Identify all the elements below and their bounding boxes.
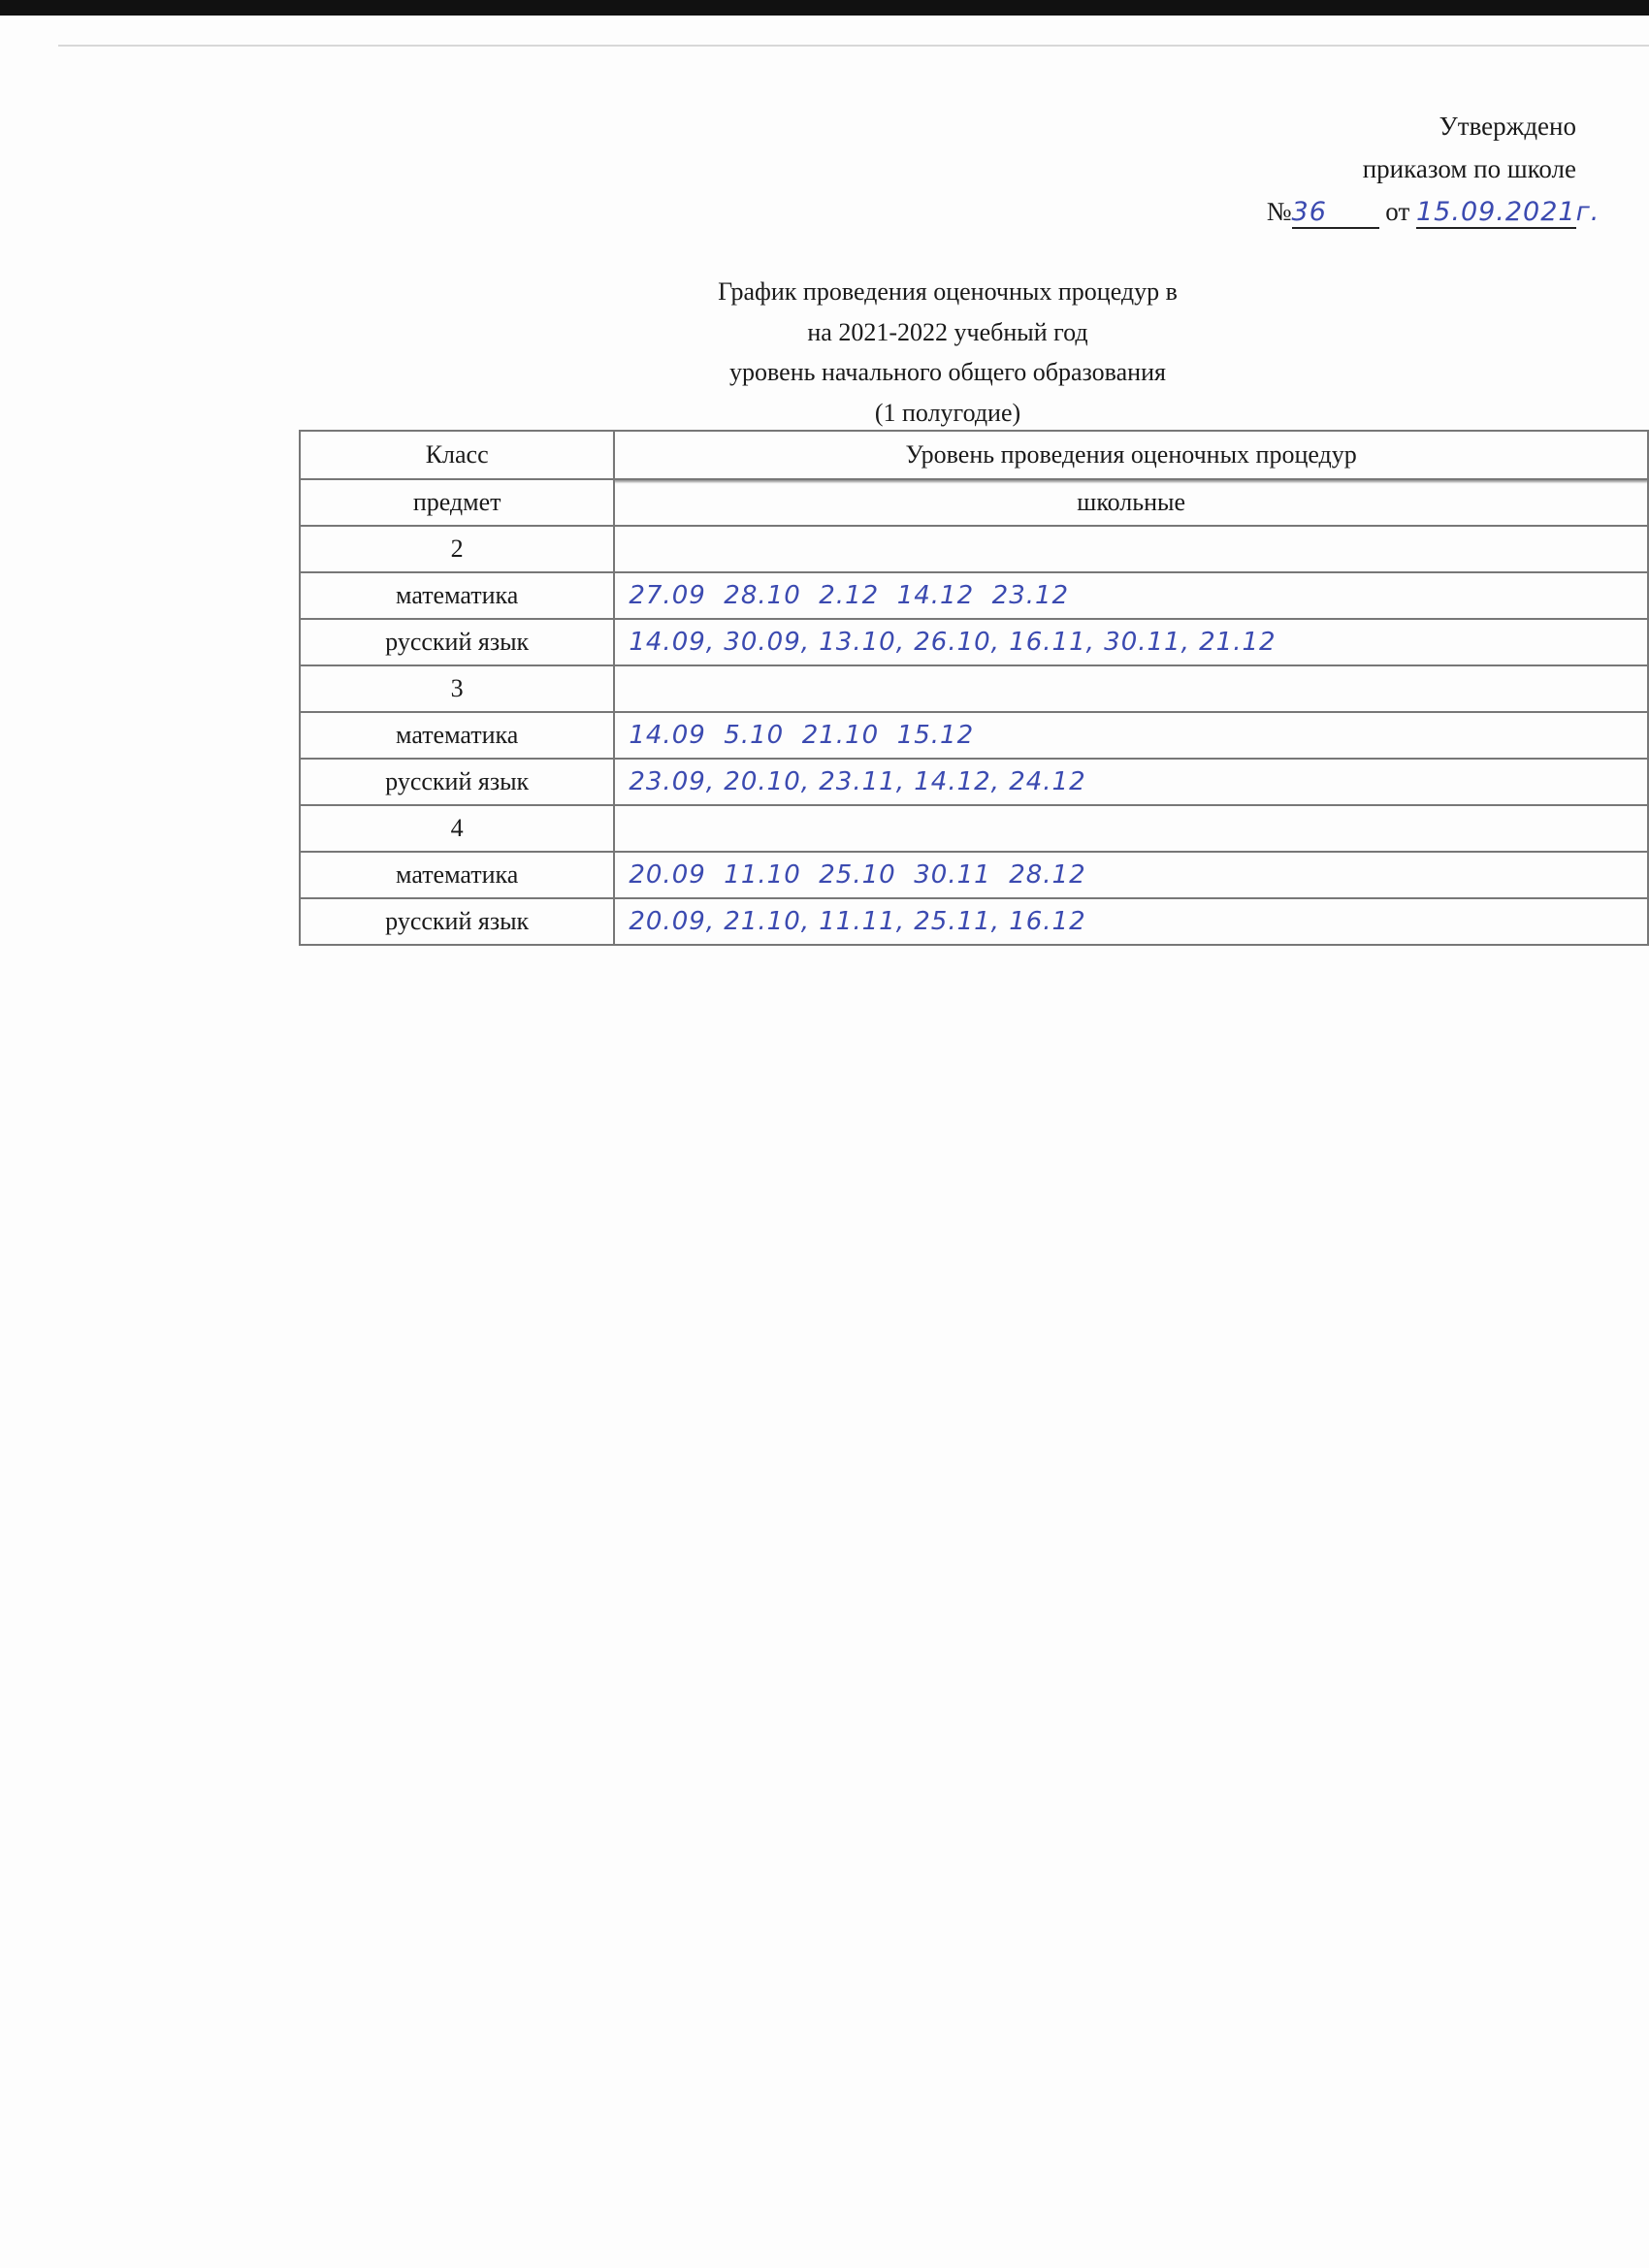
order-number: 36 (1291, 198, 1379, 229)
subject-cell: русский язык (298, 897, 616, 946)
table-row: 4 (298, 804, 1649, 853)
approval-line2: приказом по школе (1362, 154, 1576, 183)
subject-cell: 2 (298, 525, 616, 573)
subject-cell: русский язык (298, 618, 616, 666)
title-line4: (1 полугодие) (874, 398, 1021, 427)
table-row: 3 (298, 664, 1649, 713)
date-prefix: от (1385, 197, 1410, 226)
title-line1: График проведения оценочных процедур в (718, 277, 1178, 306)
dates-cell (613, 664, 1649, 713)
table-row: русский язык 14.09, 30.09, 13.10, 26.10, … (298, 618, 1649, 666)
table-header-row: Класс Уровень проведения оценочных проце… (298, 430, 1649, 480)
title-line2: на 2021-2022 учебный год (807, 317, 1088, 346)
table-row: математика 20.09 11.10 25.10 30.11 28.12 (298, 851, 1649, 899)
order-date: 15.09.2021г. (1416, 197, 1600, 229)
header-level: Уровень проведения оценочных процедур (613, 430, 1649, 480)
header-class: Класс (298, 430, 616, 480)
table-row: русский язык 23.09, 20.10, 23.11, 14.12, … (298, 758, 1649, 806)
subject-cell: 3 (298, 664, 616, 713)
dates-cell: 14.09 5.10 21.10 15.12 (613, 711, 1649, 760)
dates-cell: 27.09 28.10 2.12 14.12 23.12 (613, 571, 1649, 620)
document-title: График проведения оценочных процедур в н… (0, 272, 1649, 433)
dates-cell: 23.09, 20.10, 23.11, 14.12, 24.12 (613, 758, 1649, 806)
schedule-table: Класс Уровень проведения оценочных проце… (298, 430, 1649, 946)
title-line3: уровень начального общего образования (729, 358, 1166, 386)
table-row: математика 27.09 28.10 2.12 14.12 23.12 (298, 571, 1649, 620)
table-subheader-row: предмет школьные (298, 478, 1649, 527)
scan-edge-bar (0, 0, 1649, 16)
table-row: 2 (298, 525, 1649, 573)
number-prefix: № (1266, 197, 1292, 226)
approval-block: Утверждено приказом по школе №36 от 15.0… (1266, 105, 1600, 233)
subheader-subject: предмет (298, 478, 616, 527)
dates-cell: 20.09, 21.10, 11.11, 25.11, 16.12 (613, 897, 1649, 946)
table-row: математика 14.09 5.10 21.10 15.12 (298, 711, 1649, 760)
approval-order-line: №36 от 15.09.2021г. (1266, 190, 1600, 233)
subject-cell: 4 (298, 804, 616, 853)
approval-line1: Утверждено (1439, 112, 1576, 141)
dates-cell: 14.09, 30.09, 13.10, 26.10, 16.11, 30.11… (613, 618, 1649, 666)
subject-cell: русский язык (298, 758, 616, 806)
subject-cell: математика (298, 571, 616, 620)
dates-cell (613, 525, 1649, 573)
dates-cell (613, 804, 1649, 853)
table-row: русский язык 20.09, 21.10, 11.11, 25.11, … (298, 897, 1649, 946)
page-edge-line (58, 45, 1649, 47)
subject-cell: математика (298, 851, 616, 899)
dates-cell: 20.09 11.10 25.10 30.11 28.12 (613, 851, 1649, 899)
subject-cell: математика (298, 711, 616, 760)
subheader-school: школьные (613, 478, 1649, 527)
